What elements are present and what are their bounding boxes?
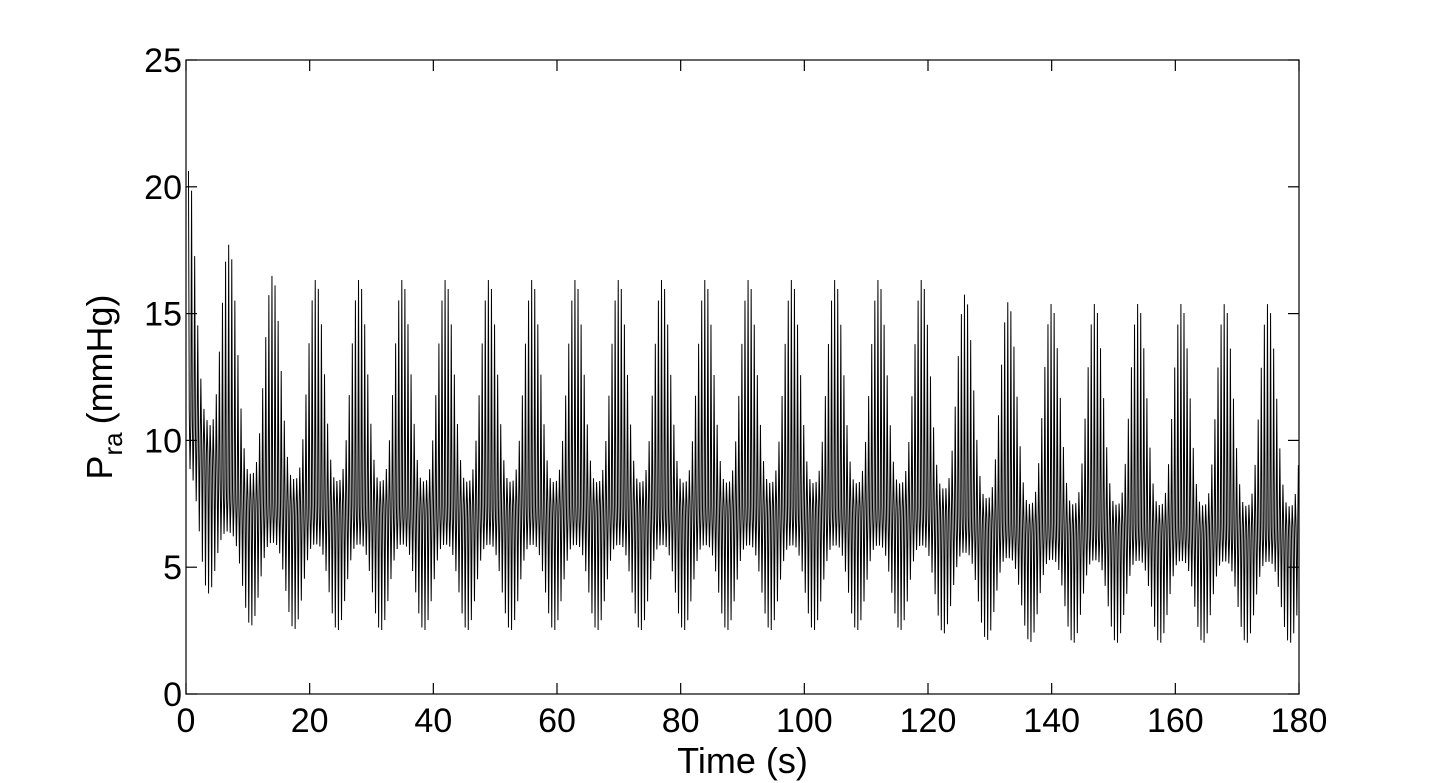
y-axis-label-unit: (mmHg)	[79, 294, 120, 424]
x-tick-label: 100	[776, 702, 833, 740]
signal-trace	[187, 171, 1299, 643]
x-axis-label: Time (s)	[677, 740, 808, 781]
plot-area-frame	[185, 59, 1300, 695]
x-tick-labels: 0 20 40 60 80 100 120 140 160 180	[177, 702, 1328, 740]
y-axis-label: Pra (mmHg)	[79, 294, 128, 479]
y-tick-label: 0	[163, 676, 182, 714]
pressure-trace-line	[187, 171, 1299, 643]
x-tick-label: 140	[1023, 702, 1080, 740]
x-tick-label: 120	[900, 702, 957, 740]
y-tick-label: 25	[144, 42, 182, 80]
x-tick-label: 20	[291, 702, 329, 740]
x-tick-label: 60	[538, 702, 576, 740]
y-axis-label-main: P	[79, 456, 120, 480]
x-tick-label: 180	[1271, 702, 1328, 740]
y-axis-label-subscript: ra	[98, 432, 128, 456]
y-tick-label: 5	[163, 549, 182, 587]
y-tick-label: 15	[144, 296, 182, 334]
y-tick-label: 20	[144, 169, 182, 207]
x-tick-label: 160	[1147, 702, 1204, 740]
axis-ticks	[185, 59, 1300, 695]
x-tick-label: 40	[414, 702, 452, 740]
y-tick-labels: 0 5 10 15 20 25	[144, 42, 182, 714]
x-tick-label: 0	[177, 702, 196, 740]
svg-text:Pra(mmHg): Pra (mmHg)	[79, 294, 128, 479]
x-tick-label: 80	[662, 702, 700, 740]
y-tick-label: 10	[144, 422, 182, 460]
